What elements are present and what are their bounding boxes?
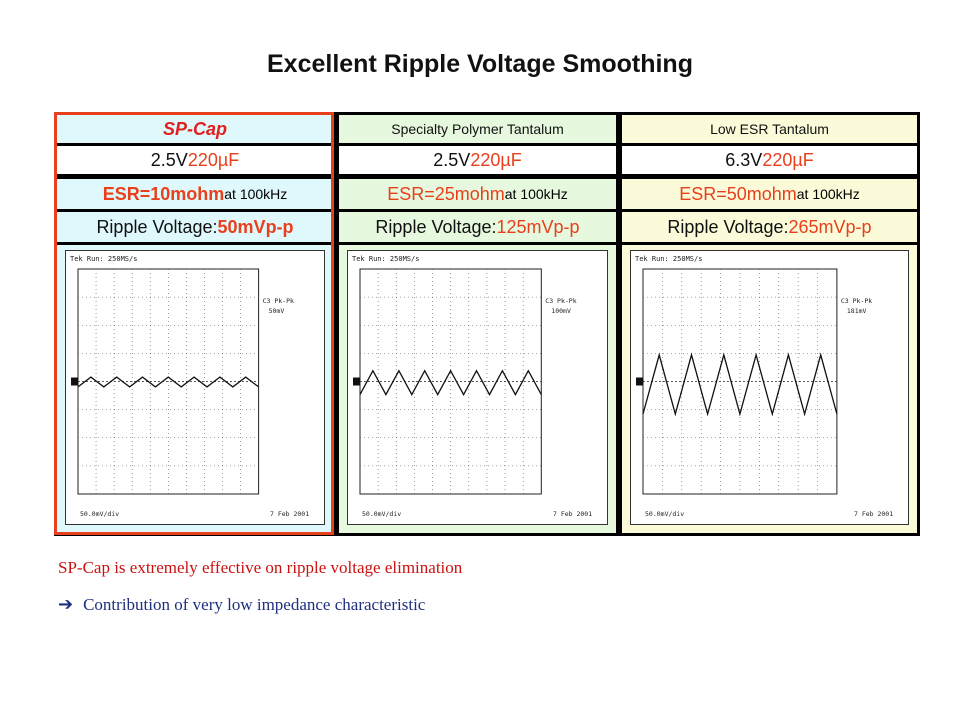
ripple-waveform: Tek Run: 250MS/s C3 Pk-Pk 100mV 50.0mV/div 7… [352,255,592,518]
scope-panel: Tek Run: 250MS/s C3 Pk-Pk 50mV 50.0mV/div 7 … [57,245,333,533]
top-readout: Tek Run: 250MS/s [70,255,137,263]
ripple-value: 265mVp-p [788,216,872,237]
ripple-trace [642,352,838,417]
side-value: 50mV [269,307,285,315]
ripple-row: Ripple Voltage: 50mVp-p [57,212,333,242]
ripple-trace [359,369,542,396]
rating-capacitance: 220µF [470,149,522,170]
esr-row: ESR=10mohm at 100kHz [57,179,333,209]
side-readout: C3 Pk-Pk [841,297,872,305]
oscilloscope-screen: Tek Run: 250MS/s C3 Pk-Pk 100mV 50.0mV/div 7… [347,250,608,525]
rating-capacitance: 220µF [187,149,240,170]
rating-capacitance: 220µF [762,149,814,170]
column-header: Specialty Polymer Tantalum [339,115,616,143]
side-value: 181mV [847,307,867,315]
esr-frequency: at 100kHz [224,186,288,202]
oscilloscope-screen: Tek Run: 250MS/s C3 Pk-Pk 181mV 50.0mV/div 7… [630,250,909,525]
rating-row: 2.5V 220µF [339,146,616,174]
ripple-label: Ripple Voltage: [375,216,497,237]
rating-voltage: 6.3V [725,149,763,170]
channel-marker [353,377,360,386]
bottom-left-readout: 50.0mV/div [80,510,119,518]
esr-frequency: at 100kHz [504,186,568,202]
esr-value: ESR=10mohm [102,183,225,204]
bottom-right-readout: 7 Feb 2001 [854,510,893,518]
column-header: SP-Cap [57,115,333,143]
rating-row: 6.3V 220µF [622,146,917,174]
column-sp-cap: SP-Cap 2.5V 220µF ESR=10mohm at 100kHz R… [54,112,336,536]
esr-frequency: at 100kHz [796,186,860,202]
right-arrow-icon: ➔ [58,594,74,615]
ripple-value: 125mVp-p [496,216,580,237]
esr-value: ESR=50mohm [679,183,797,204]
column-polymer-tantalum: Specialty Polymer Tantalum 2.5V 220µF ES… [336,112,619,536]
rating-voltage: 2.5V [150,149,188,170]
column-header-label: Low ESR Tantalum [710,121,829,137]
page-title: Excellent Ripple Voltage Smoothing [267,50,693,78]
column-low-esr-tantalum: Low ESR Tantalum 6.3V 220µF ESR=50mohm a… [619,112,920,536]
scope-panel: Tek Run: 250MS/s C3 Pk-Pk 181mV 50.0mV/div 7… [622,245,917,533]
channel-marker [71,377,78,386]
rating-row: 2.5V 220µF [57,146,333,174]
side-readout: C3 Pk-Pk [545,297,576,305]
ripple-row: Ripple Voltage: 265mVp-p [622,212,917,242]
conclusion-text: SP-Cap is extremely effective on ripple … [58,558,463,577]
comparison-table: SP-Cap 2.5V 220µF ESR=10mohm at 100kHz R… [54,112,920,536]
channel-marker [636,377,643,386]
oscilloscope-screen: Tek Run: 250MS/s C3 Pk-Pk 50mV 50.0mV/div 7 … [65,250,325,525]
top-readout: Tek Run: 250MS/s [635,255,702,263]
scope-panel: Tek Run: 250MS/s C3 Pk-Pk 100mV 50.0mV/div 7… [339,245,616,533]
esr-row: ESR=25mohm at 100kHz [339,179,616,209]
rating-voltage: 2.5V [433,149,471,170]
esr-row: ESR=50mohm at 100kHz [622,179,917,209]
conclusion-subtext: ➔ Contribution of very low impedance cha… [58,594,425,615]
bottom-left-readout: 50.0mV/div [645,510,684,518]
conclusion-subtext-label: Contribution of very low impedance chara… [83,594,426,614]
ripple-value: 50mVp-p [217,216,294,237]
top-readout: Tek Run: 250MS/s [352,255,419,263]
side-value: 100mV [551,307,571,315]
column-header-label: Specialty Polymer Tantalum [391,121,564,137]
bottom-right-readout: 7 Feb 2001 [270,510,309,518]
ripple-label: Ripple Voltage: [667,216,789,237]
ripple-label: Ripple Voltage: [96,216,218,237]
ripple-waveform: Tek Run: 250MS/s C3 Pk-Pk 50mV 50.0mV/div 7 … [70,255,309,518]
ripple-row: Ripple Voltage: 125mVp-p [339,212,616,242]
column-header-label: SP-Cap [162,118,227,139]
bottom-left-readout: 50.0mV/div [362,510,401,518]
side-readout: C3 Pk-Pk [263,297,294,305]
ripple-waveform: Tek Run: 250MS/s C3 Pk-Pk 181mV 50.0mV/div 7… [635,255,893,518]
esr-value: ESR=25mohm [387,183,505,204]
column-header: Low ESR Tantalum [622,115,917,143]
bottom-right-readout: 7 Feb 2001 [553,510,592,518]
ripple-trace [77,376,259,388]
